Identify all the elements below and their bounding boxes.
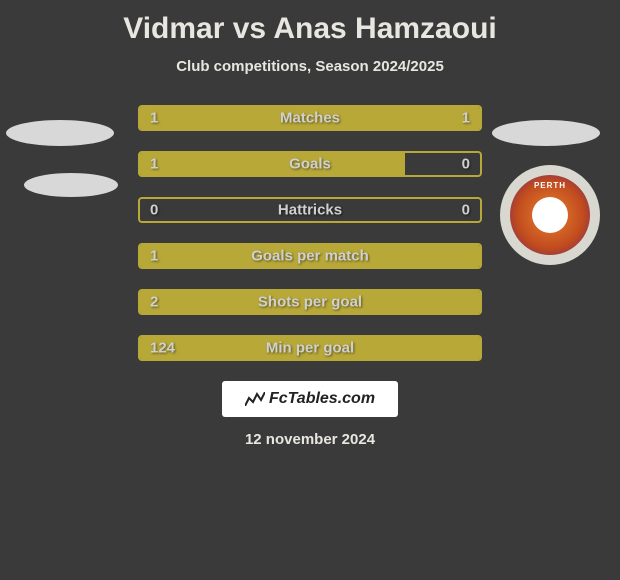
value-right: 0 <box>462 156 470 173</box>
fctables-brand-text: FcTables.com <box>269 390 375 408</box>
fctables-logo-icon <box>245 392 265 406</box>
comparison-row: 1 1 Matches <box>138 105 482 131</box>
comparison-rows: 1 1 Matches 1 0 Goals 0 0 Hattricks 1 Goals per ma… <box>138 105 482 361</box>
comparison-row: 0 0 Hattricks <box>138 197 482 223</box>
value-left: 1 <box>150 110 158 127</box>
comparison-row: 124 Min per goal <box>138 335 482 361</box>
value-left: 0 <box>150 202 158 219</box>
badge-ball-icon <box>532 197 568 233</box>
player-left-club-placeholder <box>24 173 118 197</box>
value-left: 124 <box>150 340 175 357</box>
club-badge-perth-glory: PERTH <box>510 175 590 255</box>
value-left: 1 <box>150 248 158 265</box>
chart-area: PERTH 1 1 Matches 1 0 Goals 0 0 Hattricks 1 Goals … <box>0 105 620 448</box>
comparison-row: 1 Goals per match <box>138 243 482 269</box>
player-right-ellipse <box>492 120 600 146</box>
player-right-photo-placeholder <box>492 105 600 146</box>
row-label: Matches <box>280 110 340 127</box>
value-right: 0 <box>462 202 470 219</box>
player-left-photo-placeholder <box>6 120 114 146</box>
value-right: 1 <box>462 110 470 127</box>
comparison-date: 12 november 2024 <box>0 431 620 448</box>
fctables-branding: FcTables.com <box>222 381 398 417</box>
row-label: Hattricks <box>278 202 342 219</box>
value-left: 1 <box>150 156 158 173</box>
comparison-title: Vidmar vs Anas Hamzaoui <box>0 0 620 46</box>
comparison-row: 2 Shots per goal <box>138 289 482 315</box>
row-label: Goals per match <box>251 248 369 265</box>
comparison-subtitle: Club competitions, Season 2024/2025 <box>0 58 620 75</box>
comparison-row: 1 0 Goals <box>138 151 482 177</box>
value-left: 2 <box>150 294 158 311</box>
badge-text-top: PERTH <box>534 181 566 190</box>
player-right-club-badge: PERTH <box>500 165 600 265</box>
row-label: Min per goal <box>266 340 354 357</box>
row-label: Goals <box>289 156 331 173</box>
bar-left <box>140 153 405 175</box>
row-label: Shots per goal <box>258 294 362 311</box>
